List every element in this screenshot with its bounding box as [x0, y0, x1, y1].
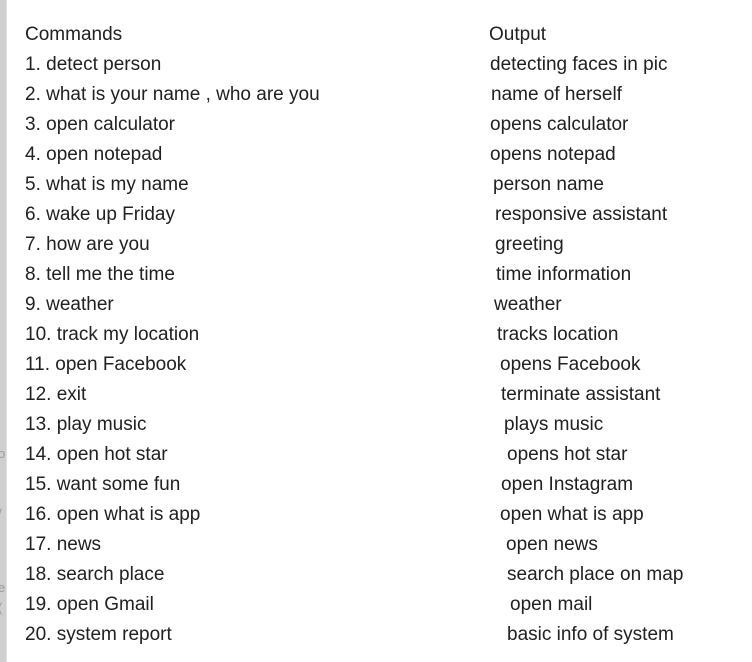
side-fragment: ( — [0, 600, 2, 615]
table-row: 1. detect person detecting faces in pic — [0, 50, 752, 80]
command-cell: 19. open Gmail — [25, 594, 154, 615]
output-cell: opens hot star — [507, 444, 628, 465]
table-row: 6. wake up Friday responsive assistant — [0, 200, 752, 230]
table-row: 4. open notepad opens notepad — [0, 140, 752, 170]
command-cell: 9. weather — [25, 294, 114, 315]
table-row: 14. open hot star opens hot star — [0, 440, 752, 470]
output-cell: open Instagram — [501, 474, 634, 495]
command-cell: 15. want some fun — [25, 474, 181, 495]
command-cell: 13. play music — [25, 414, 147, 435]
output-cell: tracks location — [497, 324, 619, 345]
left-edge-strip: o / e ( — [0, 0, 6, 662]
table-row: 15. want some fun open Instagram — [0, 470, 752, 500]
command-cell: 5. what is my name — [25, 174, 189, 195]
command-cell: 8. tell me the time — [25, 264, 175, 285]
command-cell: 11. open Facebook — [25, 354, 187, 375]
command-cell: 20. system report — [25, 624, 172, 645]
command-cell: 10. track my location — [25, 324, 200, 345]
table-row: 17. news open news — [0, 530, 752, 560]
command-cell: 18. search place — [25, 564, 165, 585]
table-row: 19. open Gmail open mail — [0, 590, 752, 620]
output-cell: terminate assistant — [501, 384, 661, 405]
output-cell: opens Facebook — [500, 354, 641, 375]
output-cell: open news — [506, 534, 598, 555]
command-cell: 17. news — [25, 534, 102, 555]
command-cell: 1. detect person — [25, 54, 162, 75]
table-row: 8. tell me the time time information — [0, 260, 752, 290]
page-border — [6, 0, 7, 662]
side-fragment: / — [0, 506, 2, 521]
output-cell: detecting faces in pic — [490, 54, 668, 75]
output-cell: responsive assistant — [495, 204, 668, 225]
table-row: 2. what is your name , who are you name … — [0, 80, 752, 110]
table-row: 13. play music plays music — [0, 410, 752, 440]
command-cell: 14. open hot star — [25, 444, 168, 465]
side-fragment: o — [0, 446, 6, 461]
output-cell: plays music — [504, 414, 604, 435]
command-cell: 7. how are you — [25, 234, 150, 255]
table-row: 20. system report basic info of system — [0, 620, 752, 650]
output-cell: greeting — [495, 234, 564, 255]
command-cell: 4. open notepad — [25, 144, 163, 165]
output-cell: weather — [494, 294, 562, 315]
commands-table: Commands Output 1. detect person detecti… — [0, 20, 752, 650]
output-cell: time information — [496, 264, 632, 285]
table-row: 3. open calculator opens calculator — [0, 110, 752, 140]
table-header-row: Commands Output — [0, 20, 752, 50]
output-cell: basic info of system — [507, 624, 674, 645]
table-row: 9. weather weather — [0, 290, 752, 320]
table-row: 16. open what is app open what is app — [0, 500, 752, 530]
output-cell: person name — [493, 174, 604, 195]
table-row: 12. exit terminate assistant — [0, 380, 752, 410]
table-row: 7. how are you greeting — [0, 230, 752, 260]
side-fragment: e — [0, 580, 6, 595]
output-cell: open mail — [510, 594, 593, 615]
output-cell: opens calculator — [490, 114, 629, 135]
command-cell: 16. open what is app — [25, 504, 201, 525]
command-cell: 12. exit — [25, 384, 87, 405]
commands-header: Commands — [25, 24, 123, 45]
command-cell: 2. what is your name , who are you — [25, 84, 320, 105]
command-cell: 6. wake up Friday — [25, 204, 175, 225]
table-row: 11. open Facebook opens Facebook — [0, 350, 752, 380]
output-cell: name of herself — [491, 84, 622, 105]
command-cell: 3. open calculator — [25, 114, 175, 135]
table-row: 10. track my location tracks location — [0, 320, 752, 350]
output-cell: opens notepad — [490, 144, 616, 165]
output-cell: open what is app — [500, 504, 644, 525]
table-row: 18. search place search place on map — [0, 560, 752, 590]
table-row: 5. what is my name person name — [0, 170, 752, 200]
output-header: Output — [489, 24, 547, 45]
output-cell: search place on map — [507, 564, 684, 585]
